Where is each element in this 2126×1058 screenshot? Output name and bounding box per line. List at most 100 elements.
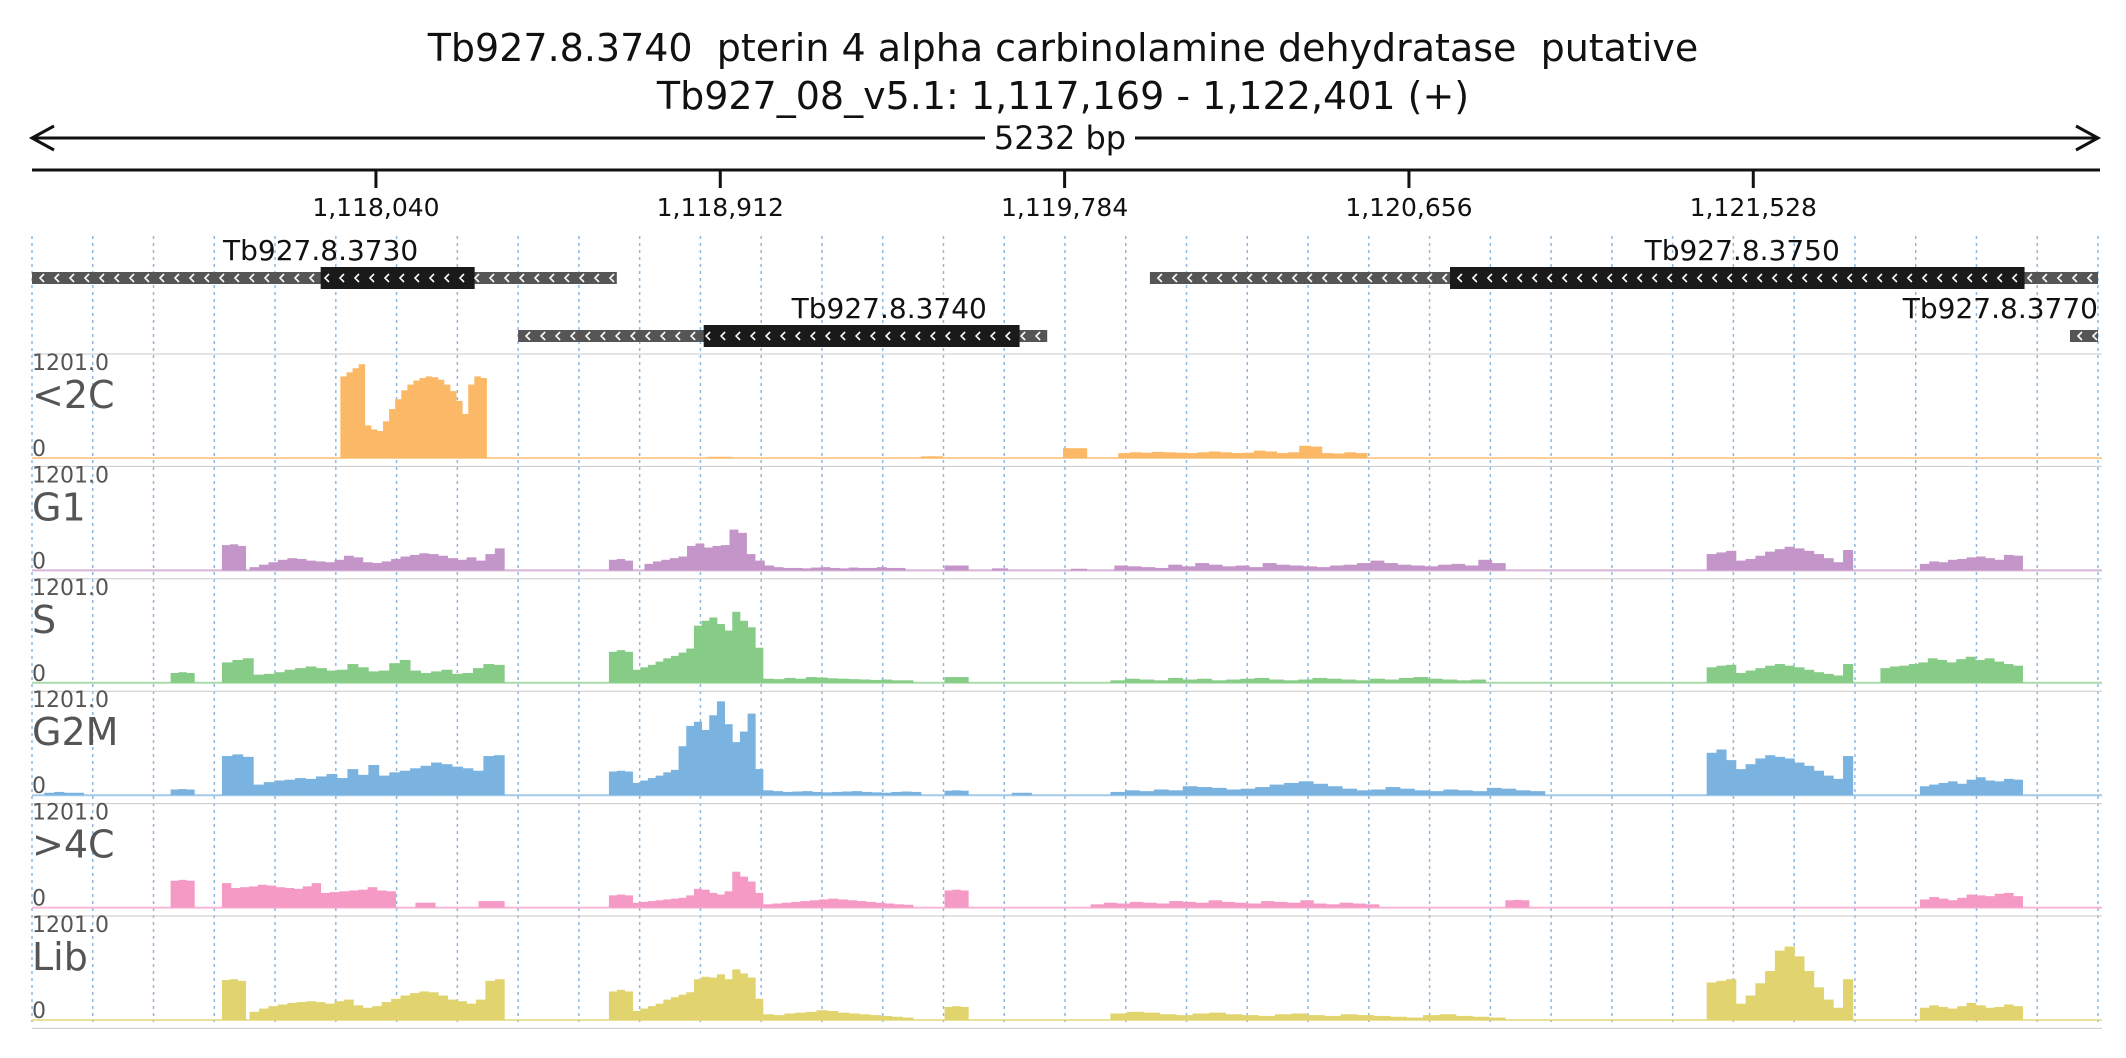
coverage-bar [2003, 554, 2014, 571]
coverage-bar [632, 669, 641, 683]
coverage-bar [485, 980, 496, 1020]
coverage-bar [891, 791, 902, 796]
coverage-bar [1182, 901, 1196, 908]
coverage-bar [1813, 770, 1824, 796]
coverage-bar [1182, 786, 1198, 796]
coverage-bar [1843, 550, 1854, 571]
coverage-bar [670, 769, 680, 796]
coverage-bar [695, 543, 705, 571]
coverage-bar [352, 368, 360, 458]
coverage-bar [1300, 900, 1314, 908]
coverage-bar [237, 980, 247, 1020]
coverage-bar [678, 994, 687, 1020]
coverage-bar [1813, 554, 1824, 571]
coverage-bar [1823, 775, 1834, 796]
coverage-bar [1231, 453, 1244, 458]
coverage-bar [678, 897, 687, 908]
coverage-bar [703, 547, 713, 571]
coverage-bar [466, 1003, 477, 1020]
coverage-bar [859, 679, 871, 683]
coverage-bar [820, 567, 831, 571]
coverage-bar [395, 399, 402, 458]
coverage-bar [1208, 900, 1223, 908]
coverage-bar [413, 380, 420, 458]
y-max-label: 1201.0 [32, 576, 109, 601]
coverage-bar [1373, 1015, 1391, 1020]
coverage-bar [901, 791, 912, 796]
coverage-bar [1706, 752, 1717, 796]
coverage-bar [1957, 783, 1967, 796]
coverage-bar [1340, 1014, 1358, 1020]
coverage-bar [709, 892, 718, 908]
coverage-bar [935, 456, 943, 458]
coverage-track: 1201.0 0 G2M [32, 688, 2102, 799]
coverage-bar [305, 778, 317, 796]
coverage-bar [608, 651, 618, 683]
coverage-bar [952, 677, 961, 683]
coverage-bar [232, 659, 244, 683]
coverage-bar [1765, 665, 1776, 683]
coverage-bar [859, 1014, 871, 1020]
coverage-bar [848, 567, 859, 571]
coverage-bar [1355, 453, 1368, 458]
coverage-bar [347, 769, 359, 796]
coverage-bar [73, 792, 85, 796]
coverage-bar [1303, 566, 1317, 571]
coverage-bar [372, 1006, 383, 1020]
coverage-bar [1947, 1008, 1958, 1020]
coverage-bar [1182, 679, 1198, 683]
coverage-bar [1985, 558, 1995, 571]
coverage-bar [1168, 677, 1183, 683]
coverage-bar [330, 892, 340, 908]
coverage-bar [1439, 1014, 1457, 1020]
coverage-bar [2003, 1004, 2014, 1020]
coverage-bar [709, 617, 718, 683]
coverage-bar [449, 391, 457, 458]
coverage-bar [1174, 452, 1187, 458]
coverage-bar [1513, 899, 1522, 908]
coverage-bar [608, 895, 618, 908]
coverage-bar [762, 1014, 775, 1020]
coverage-bar [1784, 758, 1795, 796]
coverage-bar [686, 895, 695, 908]
coverage-bar [1985, 780, 1995, 796]
coverage-bar [670, 997, 680, 1020]
coverage-bar [837, 1012, 850, 1020]
y-max-label: 1201.0 [32, 351, 109, 376]
coverage-bar [437, 379, 445, 458]
span-arrow: 5232 bp [28, 119, 2102, 157]
coverage-bar [686, 545, 696, 571]
coverage-bar [644, 563, 654, 571]
coverage-bar [1276, 453, 1289, 458]
coverage-bar [239, 887, 250, 908]
coverage-bar [895, 567, 906, 571]
coverage-bar [1220, 452, 1232, 458]
coverage-bar [1726, 550, 1737, 571]
coverage-bar [866, 901, 876, 908]
coverage-bar [441, 669, 453, 683]
coverage-bar [1339, 902, 1354, 908]
coverage-bar [755, 998, 764, 1020]
coverage-bar [647, 1006, 657, 1020]
coverage-bar [383, 421, 390, 458]
coverage-bar [1794, 667, 1805, 683]
coverage-bar [1383, 563, 1398, 571]
coverage-bar [277, 559, 288, 571]
gene-cds-block [703, 325, 1020, 347]
coverage-bar [1794, 548, 1805, 571]
coverage-bar [783, 567, 793, 571]
coverage-bar [2003, 892, 2014, 908]
coverage-bar [1021, 792, 1032, 796]
coverage-bar [419, 553, 430, 571]
coverage-bar [1195, 902, 1209, 908]
coverage-bar [457, 559, 467, 571]
coverage-bar [284, 888, 295, 908]
coverage-bar [1423, 1015, 1440, 1020]
coverage-bar [1957, 897, 1967, 908]
coverage-bar [832, 791, 843, 796]
coverage-bar [485, 554, 496, 571]
coverage-bar [325, 562, 335, 571]
coverage-bar [1124, 678, 1140, 683]
coverage-bar [712, 545, 722, 571]
coverage-bar [391, 558, 401, 571]
